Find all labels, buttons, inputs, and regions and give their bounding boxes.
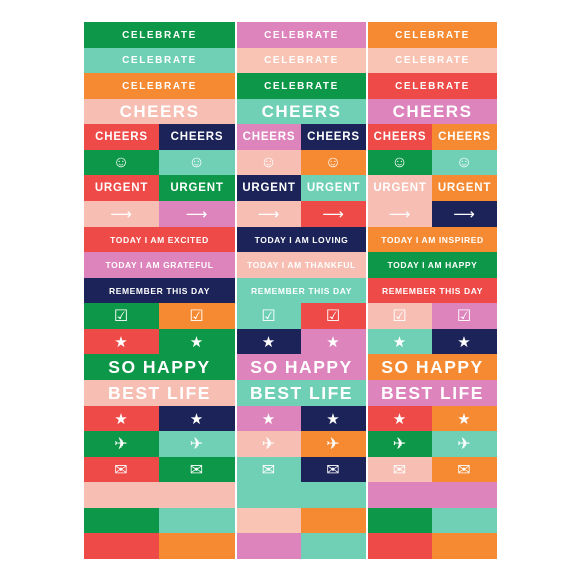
sticker-celebrate: CELEBRATE: [84, 48, 235, 73]
sticker-cheers-right: CHEERS: [301, 124, 366, 150]
star-icon: ★: [301, 329, 366, 354]
blank-sticker: [84, 508, 159, 533]
checkbox-icon: ☑: [237, 303, 301, 329]
blank-sticker: [159, 508, 235, 533]
sticker-celebrate: CELEBRATE: [368, 73, 497, 99]
sticker-cheers-left: CHEERS: [84, 124, 159, 150]
sticker-celebrate: CELEBRATE: [368, 22, 497, 48]
star-icon: ★: [368, 406, 432, 431]
blank-sticker: [159, 533, 235, 559]
sticker-best-life: BEST LIFE: [237, 380, 366, 406]
sticker-urgent-right: URGENT: [432, 175, 497, 201]
sticker-sheet: CELEBRATE CELEBRATE CELEBRATE CELEBRATE CELE…: [84, 22, 497, 559]
envelope-icon: ✉: [84, 457, 159, 482]
checkbox-icon: ☑: [159, 303, 235, 329]
star-icon: ★: [368, 329, 432, 354]
column-divider: [366, 22, 368, 559]
smile-icon: ☺: [84, 150, 159, 175]
star-icon: ★: [159, 329, 235, 354]
sticker-cheers-left: CHEERS: [368, 124, 432, 150]
sticker-urgent-left: URGENT: [237, 175, 301, 201]
sticker-celebrate: CELEBRATE: [84, 22, 235, 48]
star-icon: ★: [237, 329, 301, 354]
sticker-celebrate: CELEBRATE: [84, 73, 235, 99]
sticker-inspired: TODAY I AM INSPIRED: [368, 227, 497, 252]
airplane-icon: ✈: [237, 431, 301, 457]
blank-sticker: [368, 533, 432, 559]
sticker-so-happy: SO HAPPY: [237, 354, 366, 380]
checkbox-icon: ☑: [432, 303, 497, 329]
sticker-urgent-right: URGENT: [159, 175, 235, 201]
sticker-best-life: BEST LIFE: [84, 380, 235, 406]
arrow-right-icon: ⟶: [301, 201, 366, 227]
column-divider: [235, 22, 237, 559]
sticker-cheers-right: CHEERS: [159, 124, 235, 150]
blank-sticker: [368, 482, 497, 508]
envelope-icon: ✉: [237, 457, 301, 482]
sticker-remember: REMEMBER THIS DAY: [84, 278, 235, 303]
sticker-celebrate: CELEBRATE: [237, 48, 366, 73]
checkbox-icon: ☑: [301, 303, 366, 329]
blank-sticker: [301, 533, 366, 559]
star-icon: ★: [432, 406, 497, 431]
sticker-remember: REMEMBER THIS DAY: [368, 278, 497, 303]
smile-icon: ☺: [368, 150, 432, 175]
arrow-right-icon: ⟶: [159, 201, 235, 227]
star-icon: ★: [84, 406, 159, 431]
blank-sticker: [432, 508, 497, 533]
envelope-icon: ✉: [301, 457, 366, 482]
airplane-icon: ✈: [301, 431, 366, 457]
sticker-cheers-left: CHEERS: [237, 124, 301, 150]
envelope-icon: ✉: [159, 457, 235, 482]
checkbox-icon: ☑: [84, 303, 159, 329]
blank-sticker: [84, 482, 235, 508]
blank-sticker: [84, 533, 159, 559]
sticker-loving: TODAY I AM LOVING: [237, 227, 366, 252]
arrow-right-icon: ⟶: [237, 201, 301, 227]
sticker-urgent-right: URGENT: [301, 175, 366, 201]
sticker-urgent-left: URGENT: [368, 175, 432, 201]
envelope-icon: ✉: [432, 457, 497, 482]
star-icon: ★: [432, 329, 497, 354]
blank-sticker: [432, 533, 497, 559]
star-icon: ★: [237, 406, 301, 431]
airplane-icon: ✈: [432, 431, 497, 457]
airplane-icon: ✈: [368, 431, 432, 457]
sticker-celebrate: CELEBRATE: [237, 22, 366, 48]
sticker-cheers: CHEERS: [237, 99, 366, 124]
blank-sticker: [237, 508, 301, 533]
sticker-excited: TODAY I AM EXCITED: [84, 227, 235, 252]
airplane-icon: ✈: [159, 431, 235, 457]
blank-sticker: [237, 482, 366, 508]
smile-icon: ☺: [159, 150, 235, 175]
arrow-right-icon: ⟶: [84, 201, 159, 227]
sticker-cheers-right: CHEERS: [432, 124, 497, 150]
star-icon: ★: [159, 406, 235, 431]
blank-sticker: [237, 533, 301, 559]
airplane-icon: ✈: [84, 431, 159, 457]
blank-sticker: [301, 508, 366, 533]
sticker-cheers: CHEERS: [368, 99, 497, 124]
checkbox-icon: ☑: [368, 303, 432, 329]
sticker-urgent-left: URGENT: [84, 175, 159, 201]
smile-icon: ☺: [237, 150, 301, 175]
sticker-cheers: CHEERS: [84, 99, 235, 124]
arrow-right-icon: ⟶: [368, 201, 432, 227]
blank-sticker: [368, 508, 432, 533]
sticker-happy: TODAY I AM HAPPY: [368, 252, 497, 278]
sticker-remember: REMEMBER THIS DAY: [237, 278, 366, 303]
envelope-icon: ✉: [368, 457, 432, 482]
sticker-so-happy: SO HAPPY: [368, 354, 497, 380]
sticker-thankful: TODAY I AM THANKFUL: [237, 252, 366, 278]
smile-icon: ☺: [301, 150, 366, 175]
smile-icon: ☺: [432, 150, 497, 175]
sticker-celebrate: CELEBRATE: [237, 73, 366, 99]
sticker-so-happy: SO HAPPY: [84, 354, 235, 380]
star-icon: ★: [301, 406, 366, 431]
arrow-right-icon: ⟶: [432, 201, 497, 227]
sticker-best-life: BEST LIFE: [368, 380, 497, 406]
star-icon: ★: [84, 329, 159, 354]
sticker-grateful: TODAY I AM GRATEFUL: [84, 252, 235, 278]
sticker-celebrate: CELEBRATE: [368, 48, 497, 73]
